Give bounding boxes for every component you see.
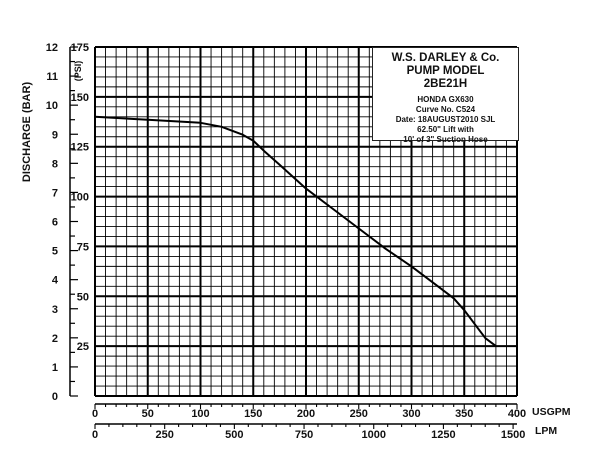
x-unit-usgpm: USGPM bbox=[532, 406, 571, 418]
bar-tick-label: 5 bbox=[52, 246, 58, 258]
psi-tick-label: 150 bbox=[71, 92, 89, 104]
y-left-axis-label: DISCHARGE (BAR) bbox=[21, 82, 33, 183]
lift-spec: 62.50" Lift with bbox=[417, 125, 474, 134]
psi-tick-label: 100 bbox=[71, 192, 89, 204]
bar-tick-label: 3 bbox=[52, 304, 58, 316]
bar-tick-label: 6 bbox=[52, 217, 58, 229]
performance-curve-line bbox=[94, 115, 497, 347]
axes bbox=[69, 46, 518, 429]
manufacturer-title: W.S. DARLEY & Co. bbox=[391, 52, 500, 64]
bar-tick-label: 7 bbox=[52, 187, 58, 199]
lpm-tick-label: 1500 bbox=[501, 429, 525, 441]
psi-tick-label: 50 bbox=[77, 291, 89, 303]
bar-tick-label: 1 bbox=[52, 362, 58, 374]
lpm-tick-label: 0 bbox=[92, 429, 98, 441]
bar-tick-label: 8 bbox=[52, 158, 58, 170]
bar-tick-label: 9 bbox=[52, 129, 58, 141]
lpm-tick-label: 500 bbox=[225, 429, 243, 441]
usgpm-tick-label: 400 bbox=[508, 408, 526, 420]
lpm-tick-label: 250 bbox=[156, 429, 174, 441]
bar-tick-label: 11 bbox=[46, 71, 58, 83]
lpm-tick-label: 750 bbox=[295, 429, 313, 441]
psi-tick-label: 25 bbox=[77, 341, 89, 353]
usgpm-tick-label: 50 bbox=[142, 408, 154, 420]
curve-number: Curve No. C524 bbox=[415, 105, 476, 114]
bar-tick-label: 12 bbox=[46, 42, 58, 54]
curve-date: Date: 18AUGUST2010 SJL bbox=[395, 115, 496, 124]
pump-model-title: PUMP MODEL bbox=[406, 65, 485, 77]
psi-tick-label: 175 bbox=[71, 42, 89, 54]
x-unit-lpm: LPM bbox=[535, 425, 557, 437]
bar-tick-label: 2 bbox=[52, 333, 58, 345]
suction-hose-spec: 10' of 3" Suction Hose bbox=[403, 135, 488, 144]
psi-tick-label: 125 bbox=[71, 142, 89, 154]
chart-info-box: W.S. DARLEY & Co. PUMP MODEL 2BE21H HOND… bbox=[372, 47, 519, 144]
bar-tick-label: 10 bbox=[46, 100, 58, 112]
lpm-tick-label: 1250 bbox=[431, 429, 455, 441]
engine-label: HONDA GX630 bbox=[417, 95, 474, 104]
bar-tick-label: 4 bbox=[52, 275, 59, 287]
pump-performance-curve bbox=[94, 115, 497, 347]
usgpm-tick-label: 300 bbox=[402, 408, 420, 420]
y-right-axis-label: (PSI) bbox=[73, 61, 83, 82]
usgpm-tick-label: 250 bbox=[350, 408, 368, 420]
usgpm-tick-label: 350 bbox=[455, 408, 473, 420]
bar-tick-label: 0 bbox=[52, 391, 58, 403]
pump-model-number: 2BE21H bbox=[423, 78, 468, 90]
psi-tick-label: 75 bbox=[77, 241, 89, 253]
usgpm-tick-label: 200 bbox=[297, 408, 315, 420]
usgpm-tick-label: 100 bbox=[191, 408, 209, 420]
usgpm-tick-label: 150 bbox=[244, 408, 262, 420]
lpm-tick-label: 1000 bbox=[361, 429, 385, 441]
usgpm-tick-label: 0 bbox=[92, 408, 98, 420]
